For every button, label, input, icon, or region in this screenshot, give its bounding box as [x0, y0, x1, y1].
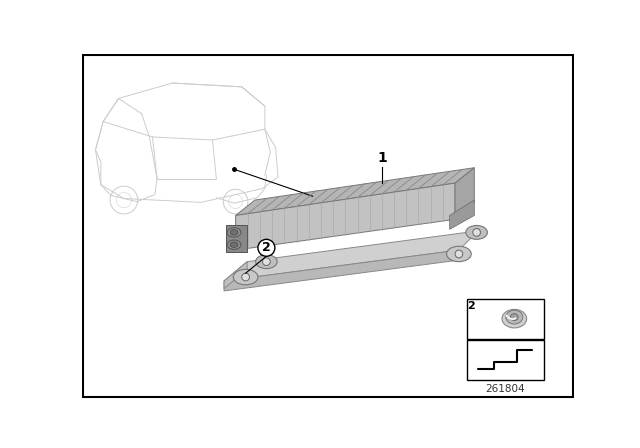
Text: 261804: 261804 — [485, 384, 525, 395]
Circle shape — [262, 258, 270, 266]
Ellipse shape — [466, 225, 488, 239]
Text: 2: 2 — [467, 302, 475, 311]
Text: 2: 2 — [262, 241, 271, 254]
Polygon shape — [224, 262, 247, 289]
Bar — [467, 299, 543, 339]
Ellipse shape — [230, 242, 238, 247]
Ellipse shape — [227, 228, 241, 237]
Polygon shape — [224, 250, 459, 291]
Circle shape — [258, 239, 275, 256]
Ellipse shape — [255, 255, 277, 269]
Polygon shape — [450, 200, 474, 229]
Circle shape — [242, 273, 250, 281]
Ellipse shape — [502, 310, 527, 328]
Ellipse shape — [506, 310, 523, 324]
Ellipse shape — [234, 269, 258, 285]
Ellipse shape — [230, 230, 238, 235]
Polygon shape — [224, 231, 478, 281]
Ellipse shape — [511, 314, 518, 321]
Ellipse shape — [447, 246, 471, 262]
Circle shape — [473, 228, 481, 236]
Circle shape — [455, 250, 463, 258]
Text: 1: 1 — [377, 151, 387, 165]
Bar — [467, 340, 543, 380]
Polygon shape — [236, 183, 455, 250]
Polygon shape — [227, 225, 247, 252]
Polygon shape — [455, 168, 474, 220]
Polygon shape — [236, 168, 474, 215]
Ellipse shape — [227, 240, 241, 250]
